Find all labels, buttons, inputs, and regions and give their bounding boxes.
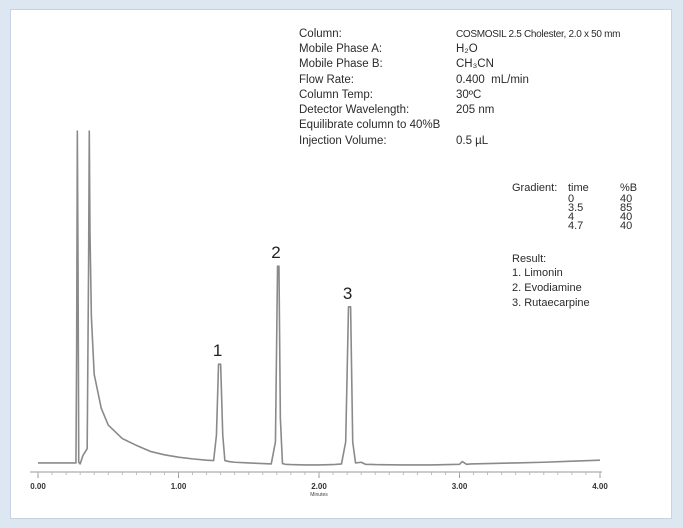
- flow-rate-value: 0.400 mL/min: [456, 74, 529, 86]
- column-temp-label: Column Temp:: [299, 89, 373, 101]
- gradient-time-3: 4.7: [568, 220, 584, 232]
- column-temp-value: 30ºC: [456, 89, 482, 101]
- gradient-b-2: 40: [620, 211, 633, 223]
- conditions-block: Column: COSMOSIL 2.5 Cholester, 2.0 x 50…: [299, 27, 669, 167]
- column-label: Column:: [299, 28, 342, 40]
- gradient-col-time: time: [568, 182, 589, 194]
- chromatogram-trace: [38, 130, 601, 466]
- x-tick-label: 4.00: [592, 482, 608, 491]
- result-label: Result:: [512, 253, 547, 265]
- x-tick-label: 2.00: [311, 482, 327, 491]
- result-item-1: 1. Limonin: [512, 267, 563, 279]
- peak-labels: 1 2 3: [213, 243, 352, 360]
- injection-volume-label: Injection Volume:: [299, 135, 387, 147]
- x-axis: 0.00 1.00 2.00 3.00 4.00 Minutes: [30, 471, 608, 498]
- detector-wavelength-value: 205 nm: [456, 104, 495, 116]
- x-tick-label: 0.00: [30, 482, 46, 491]
- peak-label: 1: [213, 341, 222, 360]
- gradient-col-b: %B: [620, 182, 638, 194]
- x-axis-title: Minutes: [310, 492, 328, 498]
- flow-rate-label: Flow Rate:: [299, 74, 354, 86]
- mobile-phase-b-value: CH₃CN: [456, 58, 494, 70]
- gradient-b-0: 40: [620, 193, 633, 205]
- mobile-phase-b-label: Mobile Phase B:: [299, 58, 383, 70]
- gradient-b-1: 85: [620, 202, 633, 214]
- x-tick-label: 3.00: [452, 482, 468, 491]
- peak-label: 2: [271, 243, 280, 262]
- peak-label: 3: [343, 284, 352, 303]
- result-item-2: 2. Evodiamine: [512, 282, 582, 294]
- x-tick-label: 1.00: [171, 482, 187, 491]
- equilibrate-note: Equilibrate column to 40%B: [299, 119, 441, 131]
- gradient-time-1: 3.5: [568, 202, 584, 214]
- gradient-time-2: 4: [568, 211, 575, 223]
- detector-wavelength-label: Detector Wavelength:: [299, 104, 410, 116]
- mobile-phase-a-value: H₂O: [456, 43, 478, 55]
- column-value: COSMOSIL 2.5 Cholester, 2.0 x 50 mm: [456, 29, 621, 40]
- gradient-table: Gradient: time %B 0 40 3.5 85 4 40 4.7 4…: [512, 183, 662, 243]
- mobile-phase-a-label: Mobile Phase A:: [299, 43, 383, 55]
- chart-panel: [10, 9, 672, 519]
- gradient-time-0: 0: [568, 193, 575, 205]
- result-item-3: 3. Rutaecarpine: [512, 297, 590, 309]
- gradient-label: Gradient:: [512, 182, 558, 194]
- result-list: Result: 1. Limonin 2. Evodiamine 3. Ruta…: [512, 253, 662, 323]
- gradient-b-3: 40: [620, 220, 633, 232]
- injection-volume-value: 0.5 µL: [456, 135, 489, 147]
